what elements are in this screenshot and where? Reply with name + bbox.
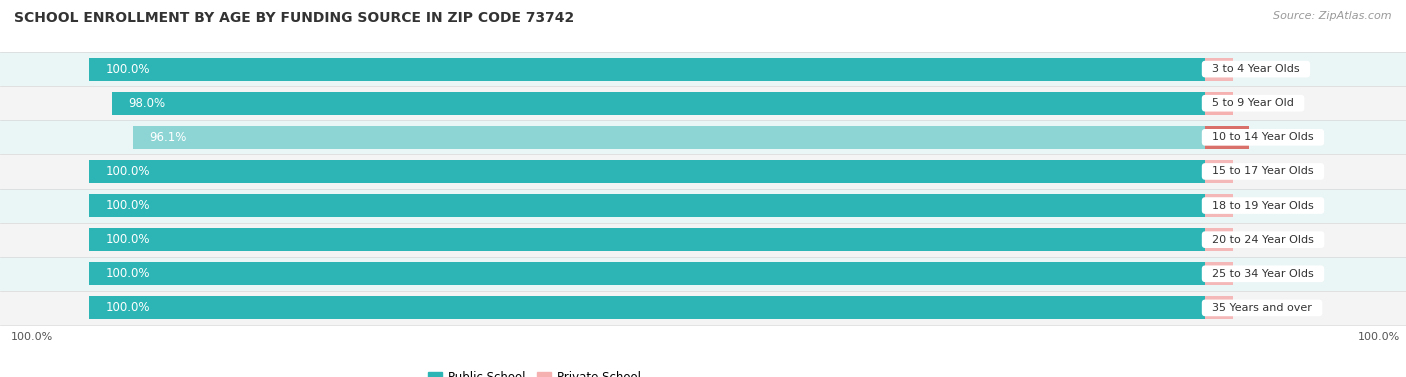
Text: 10 to 14 Year Olds: 10 to 14 Year Olds (1205, 132, 1320, 143)
Bar (1205, 126, 1249, 149)
Bar (0, 222, 1406, 257)
Text: 15 to 17 Year Olds: 15 to 17 Year Olds (1205, 166, 1320, 176)
Bar (0, 52, 1406, 86)
Text: 98.0%: 98.0% (128, 97, 166, 110)
Bar (89, 262, 1205, 285)
Bar (0, 257, 1406, 291)
Text: 100.0%: 100.0% (11, 332, 53, 342)
Text: 100.0%: 100.0% (105, 63, 150, 76)
Text: 3 to 4 Year Olds: 3 to 4 Year Olds (1205, 64, 1306, 74)
Bar (89, 160, 1205, 183)
Text: 100.0%: 100.0% (105, 165, 150, 178)
Text: 96.1%: 96.1% (149, 131, 187, 144)
Text: 0.0%: 0.0% (1241, 301, 1271, 314)
Text: 25 to 34 Year Olds: 25 to 34 Year Olds (1205, 269, 1320, 279)
Bar (132, 126, 1205, 149)
Text: 0.0%: 0.0% (1241, 165, 1271, 178)
Bar (1205, 296, 1233, 319)
Text: 0.0%: 0.0% (1241, 267, 1271, 280)
Text: 35 Years and over: 35 Years and over (1205, 303, 1319, 313)
Legend: Public School, Private School: Public School, Private School (423, 366, 645, 377)
Text: 100.0%: 100.0% (105, 233, 150, 246)
Text: 5 to 9 Year Old: 5 to 9 Year Old (1205, 98, 1301, 108)
Bar (1205, 160, 1233, 183)
Bar (0, 155, 1406, 188)
Text: 0.0%: 0.0% (1241, 63, 1271, 76)
Bar (0, 188, 1406, 222)
Text: 2.0%: 2.0% (1241, 97, 1271, 110)
Bar (0, 291, 1406, 325)
Bar (1205, 194, 1233, 217)
Text: 0.0%: 0.0% (1241, 199, 1271, 212)
Text: 100.0%: 100.0% (105, 199, 150, 212)
Bar (89, 194, 1205, 217)
Bar (111, 92, 1205, 115)
Text: 100.0%: 100.0% (1358, 332, 1400, 342)
Bar (1205, 262, 1233, 285)
Bar (89, 58, 1205, 81)
Text: 0.0%: 0.0% (1241, 233, 1271, 246)
Text: SCHOOL ENROLLMENT BY AGE BY FUNDING SOURCE IN ZIP CODE 73742: SCHOOL ENROLLMENT BY AGE BY FUNDING SOUR… (14, 11, 574, 25)
Text: Source: ZipAtlas.com: Source: ZipAtlas.com (1274, 11, 1392, 21)
Text: 100.0%: 100.0% (105, 301, 150, 314)
Bar (0, 120, 1406, 155)
Bar (1205, 58, 1233, 81)
Text: 100.0%: 100.0% (105, 267, 150, 280)
Text: 18 to 19 Year Olds: 18 to 19 Year Olds (1205, 201, 1320, 211)
Bar (1205, 92, 1233, 115)
Text: 3.9%: 3.9% (1257, 131, 1288, 144)
Bar (89, 228, 1205, 251)
Bar (1205, 228, 1233, 251)
Text: 20 to 24 Year Olds: 20 to 24 Year Olds (1205, 234, 1322, 245)
Bar (0, 86, 1406, 120)
Bar (89, 296, 1205, 319)
